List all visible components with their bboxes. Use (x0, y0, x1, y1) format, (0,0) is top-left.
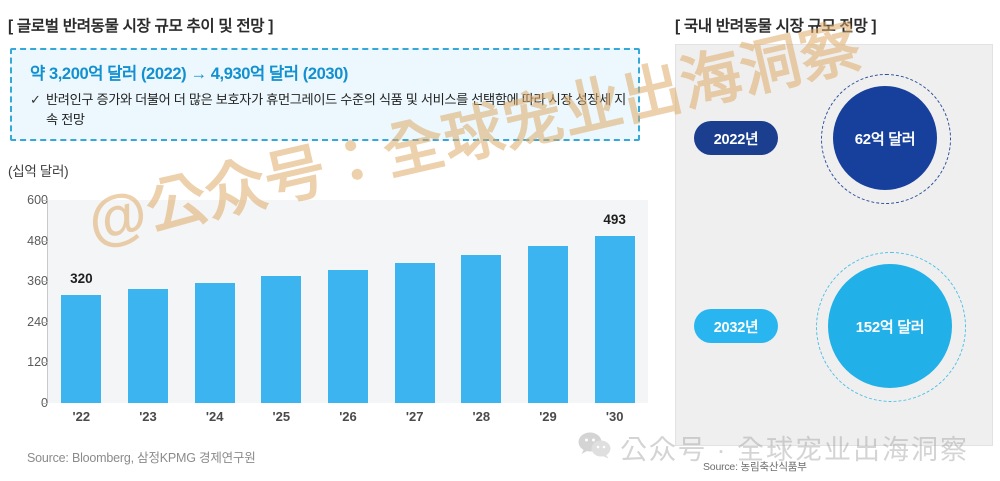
y-tick-mark (43, 362, 48, 364)
left-source-note: Source: Bloomberg, 삼정KPMG 경제연구원 (27, 451, 256, 465)
bar (394, 263, 435, 403)
bubble-circle: 152억 달러 (828, 264, 952, 388)
y-tick-label: 480 (27, 233, 48, 248)
bubble-value-label: 152억 달러 (855, 318, 925, 336)
bubble-circle: 62억 달러 (833, 86, 937, 190)
right-source-note: Source: 농림축산식품부 (703, 461, 807, 473)
right-panel-title: [ 국내 반려동물 시장 규모 전망 ] (675, 18, 877, 35)
y-axis-line (47, 200, 48, 404)
x-tick-label: '28 (472, 409, 491, 424)
bar (461, 255, 502, 403)
global-market-panel: [ 글로벌 반려동물 시장 규모 추이 및 전망 ] 약 3,200억 달러 (… (0, 18, 660, 465)
y-axis-unit-label: (십억 달러) (8, 164, 69, 179)
x-tick-label: '24 (205, 409, 224, 424)
y-tick-mark (43, 321, 48, 323)
check-icon: ✓ (30, 92, 41, 107)
y-tick-label: 360 (27, 274, 48, 289)
callout-headline: 약 3,200억 달러 (2022) → 4,930억 달러 (2030) (30, 65, 349, 83)
x-tick-label: '23 (139, 409, 157, 424)
y-tick-label: 0 (8, 396, 48, 410)
y-tick-label: 600 (27, 193, 48, 207)
bar (328, 270, 368, 403)
callout-bullet-text: 반려인구 증가와 더불어 더 많은 보호자가 휴먼그레이드 수준의 식품 및 서… (46, 92, 626, 127)
bar (194, 282, 235, 403)
callout-box: 약 3,200억 달러 (2022) → 4,930억 달러 (2030) ✓ … (10, 48, 640, 141)
bar-value-label: 493 (603, 212, 626, 228)
left-panel-title: [ 글로벌 반려동물 시장 규모 추이 및 전망 ] (8, 18, 274, 35)
y-tick-label: 240 (27, 314, 48, 329)
y-tick-mark (43, 281, 48, 283)
callout-bullet-row: ✓ 반려인구 증가와 더불어 더 많은 보호자가 휴먼그레이드 수준의 식품 및… (30, 90, 630, 130)
bubble-card: 62억 달러 2022년 152억 달러 2032년 (675, 44, 993, 446)
y-tick-mark (43, 403, 48, 404)
domestic-market-panel: [ 국내 반려동물 시장 규모 전망 ] 62억 달러 2022년 152억 달러 2… (665, 0, 1000, 481)
y-tick-mark (43, 240, 48, 242)
x-tick-label: '22 (72, 409, 91, 424)
bar (528, 246, 568, 403)
bubble-year-pill: 2032년 (694, 309, 778, 343)
x-tick-label: '30 (605, 409, 624, 424)
y-tick-label: 120 (27, 355, 48, 370)
bar (128, 288, 168, 403)
bar-value-label: 320 (70, 270, 93, 286)
bar (594, 236, 635, 403)
x-tick-label: '27 (405, 409, 424, 424)
bubble-dashed-ring (816, 252, 966, 402)
bar (261, 276, 302, 403)
x-tick-label: '29 (539, 409, 557, 424)
bubble-dashed-ring (821, 74, 951, 204)
x-tick-label: '26 (339, 409, 357, 424)
bubble-value-label: 62억 달러 (854, 130, 916, 148)
y-tick-mark (43, 200, 48, 201)
bar (61, 294, 102, 403)
bar-chart: 0 120 240 360 480 600 320 493 '22 '23 '24 '25 '26 '… (0, 193, 660, 438)
x-tick-label: '25 (272, 409, 291, 424)
bubble-year-pill: 2022년 (694, 121, 778, 155)
